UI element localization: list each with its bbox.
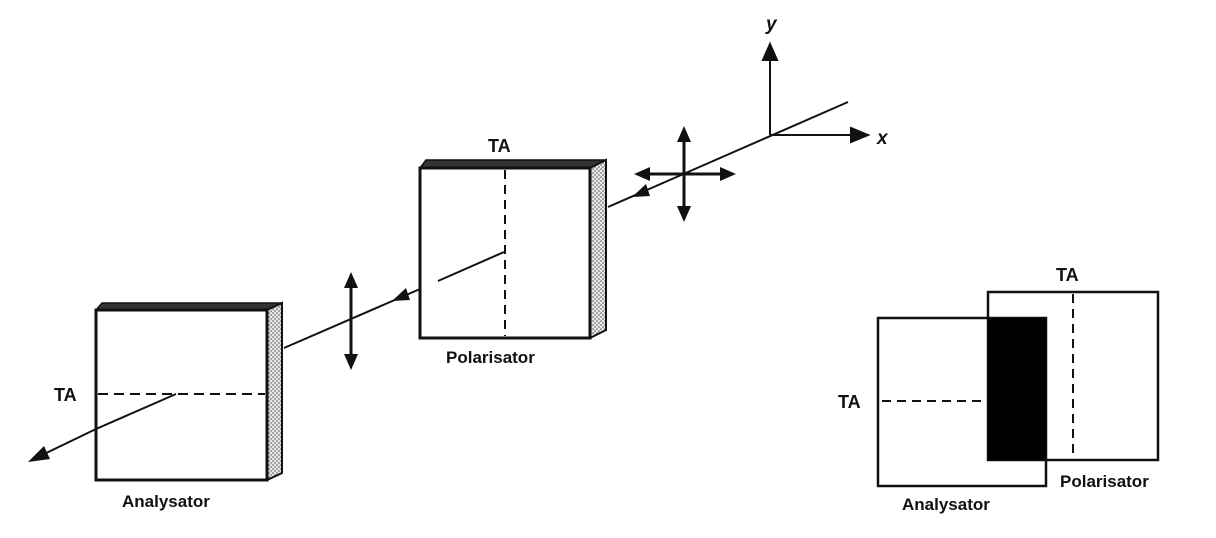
ray-segment-inside-polarizer — [437, 251, 505, 282]
unpolarized-light-symbol — [634, 126, 736, 222]
ray-direction-arrow-1 — [632, 184, 650, 197]
ray-segment-inside-analyzer — [95, 393, 177, 430]
light-ray — [28, 101, 849, 462]
polarizer-front-face — [418, 166, 592, 340]
y-axis-arrowhead — [761, 41, 779, 61]
ray-segment-incoming — [607, 101, 849, 208]
polarized-light-symbol — [344, 272, 358, 370]
overlap-polarizer-ta-label: TA — [1056, 265, 1079, 285]
polarizer-side-face — [589, 158, 607, 340]
analyzer-front-face — [94, 308, 269, 482]
coordinate-axes — [761, 41, 871, 144]
polarizer-plate — [418, 158, 607, 340]
analyzer-caption: Analysator — [122, 492, 210, 511]
overlap-analyzer-ta-label: TA — [838, 392, 861, 412]
overlap-view — [876, 290, 1160, 488]
analyzer-plate — [94, 301, 283, 482]
analyzer-ta-label: TA — [54, 385, 77, 405]
y-axis-label: y — [765, 14, 778, 35]
ray-direction-arrow-2 — [392, 288, 410, 301]
overlap-dark-region — [988, 318, 1046, 460]
overlap-analyzer-caption: Analysator — [902, 495, 990, 514]
x-axis-arrowhead — [850, 126, 871, 144]
ray-segment-exit — [39, 428, 97, 457]
x-axis-label: x — [876, 128, 889, 149]
overlap-polarizer-caption: Polarisator — [1060, 472, 1149, 491]
ray-exit-arrowhead — [28, 446, 50, 462]
polarizer-ta-label: TA — [488, 136, 511, 156]
polarizer-caption: Polarisator — [446, 348, 535, 367]
analyzer-side-face — [266, 301, 283, 482]
